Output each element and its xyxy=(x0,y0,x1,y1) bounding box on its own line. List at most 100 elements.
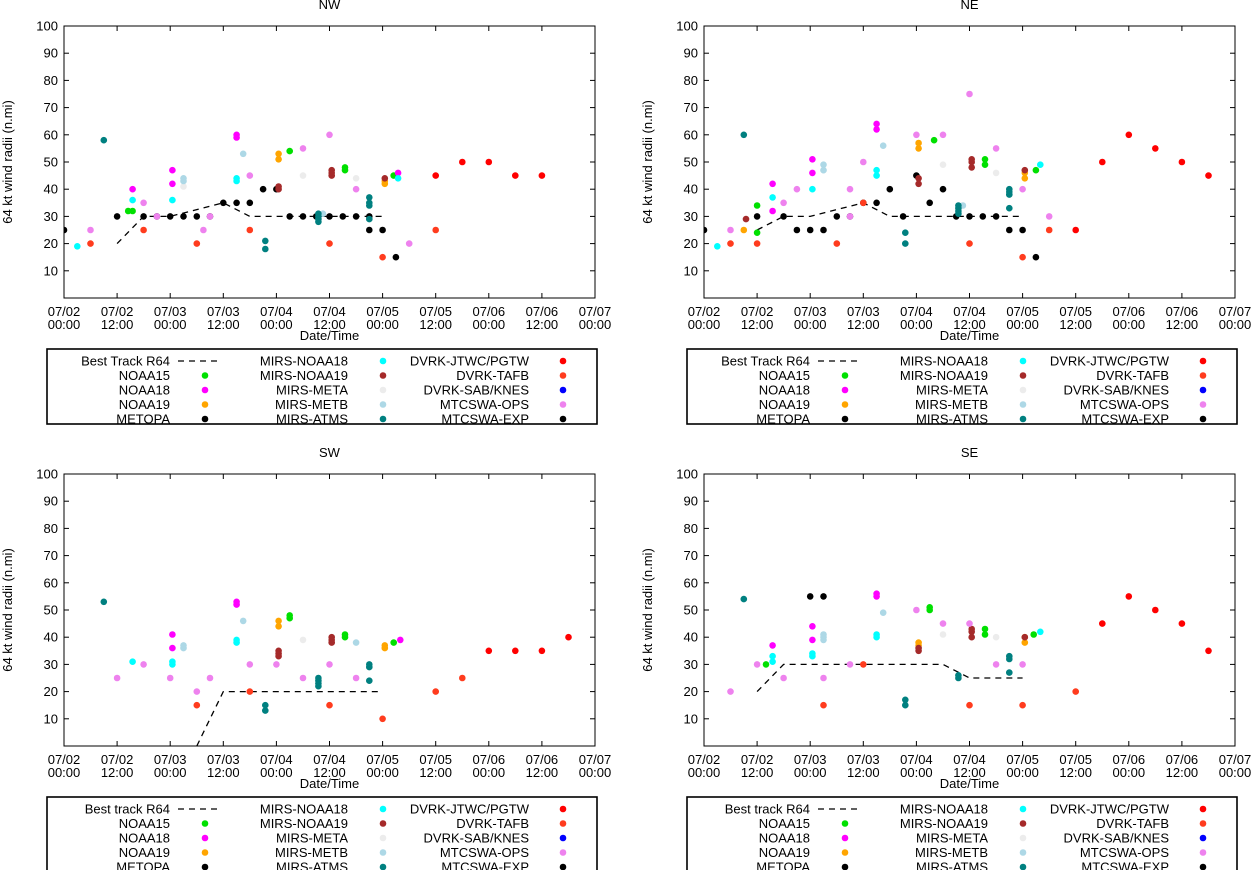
legend-swatch xyxy=(841,415,849,423)
x-tick-label-date: 07/05 xyxy=(419,304,452,319)
plot-area xyxy=(64,131,546,261)
y-tick-label: 50 xyxy=(44,155,58,170)
legend-label: MTCSWA-EXP xyxy=(441,860,529,870)
point-mtcswa-ops xyxy=(860,158,867,166)
x-tick-label-time: 12:00 xyxy=(1166,765,1199,780)
point-mirs-meta xyxy=(992,169,1000,177)
x-tick-label-date: 07/05 xyxy=(1059,304,1092,319)
x-tick-label-time: 00:00 xyxy=(794,317,827,332)
point-noaa15 xyxy=(981,161,989,168)
point-metopa xyxy=(704,226,708,234)
legend-swatch xyxy=(201,401,209,408)
point-mirs-atms xyxy=(1006,204,1013,212)
point-mirs-atms xyxy=(100,136,108,144)
legend-label: NOAA19 xyxy=(759,397,810,412)
legend-label: MTCSWA-EXP xyxy=(441,412,529,427)
point-noaa15 xyxy=(341,164,349,171)
legend-swatch xyxy=(201,863,209,870)
point-mirs-atms xyxy=(1006,191,1013,198)
legend-swatch xyxy=(379,805,387,813)
y-tick-label: 100 xyxy=(36,467,58,482)
x-tick-label-date: 07/06 xyxy=(473,304,506,319)
x-tick-label-date: 07/04 xyxy=(953,304,986,319)
plot-frame xyxy=(63,473,596,747)
x-axis-label: Date/Time xyxy=(300,328,359,343)
y-axis-label: 64 kt wind radii (n.mi) xyxy=(640,100,655,224)
point-metopa xyxy=(259,185,267,193)
point-dvrk-tafb xyxy=(1072,688,1079,695)
x-tick-label-date: 07/06 xyxy=(1166,304,1199,319)
point-metopa xyxy=(873,199,880,207)
point-noaa18 xyxy=(169,166,176,174)
y-tick-label: 60 xyxy=(44,575,58,590)
point-mirs-noaa18 xyxy=(233,177,240,185)
x-tick-label-time: 12:00 xyxy=(101,317,134,332)
legend-label: Best Track R64 xyxy=(721,354,810,369)
legend-swatch xyxy=(841,372,849,379)
legend-swatch xyxy=(1019,357,1027,365)
legend-label: Best track R64 xyxy=(725,802,810,817)
point-mtcswa-ops xyxy=(992,145,1000,152)
legend-label: MIRS-ATMS xyxy=(916,412,988,427)
point-dvrk-jtwc-pgtw xyxy=(1099,158,1106,166)
point-mirs-metb xyxy=(879,142,887,149)
point-metopa xyxy=(392,253,400,261)
chart-title: SW xyxy=(319,445,341,460)
legend-swatch xyxy=(201,415,209,423)
panel-se: SE10203040506070809010007/0200:0007/0212… xyxy=(640,445,1251,870)
x-tick-label-date: 07/07 xyxy=(579,752,612,767)
point-noaa19 xyxy=(381,180,389,188)
y-tick-label: 70 xyxy=(44,100,58,115)
point-mirs-metb xyxy=(239,617,247,625)
legend-swatch xyxy=(201,834,209,842)
point-metopa xyxy=(113,213,121,220)
legend-label: MIRS-META xyxy=(916,383,988,398)
point-noaa18 xyxy=(873,593,880,600)
legend-label: MTCSWA-OPS xyxy=(1080,845,1169,860)
point-dvrk-tafb xyxy=(193,701,201,709)
x-tick-label-time: 00:00 xyxy=(579,765,612,780)
point-metopa xyxy=(246,199,254,207)
point-mirs-noaa18 xyxy=(769,652,776,660)
point-noaa15 xyxy=(926,606,933,614)
point-mtcswa-ops xyxy=(1045,213,1053,220)
point-noaa15 xyxy=(286,147,294,155)
chart-title: SE xyxy=(961,445,979,460)
y-tick-label: 50 xyxy=(684,603,698,618)
legend-swatch xyxy=(379,834,387,842)
legend-swatch xyxy=(841,849,849,856)
legend-label: Best Track R64 xyxy=(81,354,170,369)
point-noaa18 xyxy=(397,636,404,644)
panel-nw: NW10203040506070809010007/0200:0007/0212… xyxy=(0,0,611,427)
y-tick-label: 10 xyxy=(684,711,698,726)
y-axis-label: 64 kt wind radii (n.mi) xyxy=(0,100,15,224)
point-mtcswa-ops xyxy=(966,90,973,98)
y-tick-label: 30 xyxy=(684,657,698,672)
y-tick-label: 70 xyxy=(684,548,698,563)
legend-swatch xyxy=(559,834,567,842)
x-tick-label-time: 00:00 xyxy=(579,317,612,332)
point-noaa18 xyxy=(809,156,816,163)
x-tick-label-date: 07/04 xyxy=(953,752,986,767)
legend-label: NOAA15 xyxy=(759,816,810,831)
legend-swatch xyxy=(379,415,387,423)
legend-swatch xyxy=(1199,386,1207,394)
plot-frame xyxy=(63,25,596,299)
legend-swatch xyxy=(1199,357,1207,365)
point-noaa15 xyxy=(930,136,938,144)
point-mtcswa-ops xyxy=(846,185,854,193)
point-mtcswa-ops xyxy=(153,213,161,220)
point-noaa19 xyxy=(381,644,389,652)
x-tick-label-time: 12:00 xyxy=(953,317,986,332)
legend-label: MIRS-NOAA19 xyxy=(900,816,988,831)
point-mtcswa-ops xyxy=(820,674,827,682)
point-metopa xyxy=(753,213,761,220)
point-dvrk-tafb xyxy=(860,199,867,207)
plot-area xyxy=(727,590,1212,709)
point-mtcswa-ops xyxy=(326,661,333,668)
point-mtcswa-ops xyxy=(352,674,360,682)
point-mirs-noaa19 xyxy=(1021,166,1029,174)
y-tick-label: 10 xyxy=(684,263,698,278)
x-tick-label-time: 12:00 xyxy=(207,765,240,780)
x-tick-label-date: 07/03 xyxy=(207,304,240,319)
